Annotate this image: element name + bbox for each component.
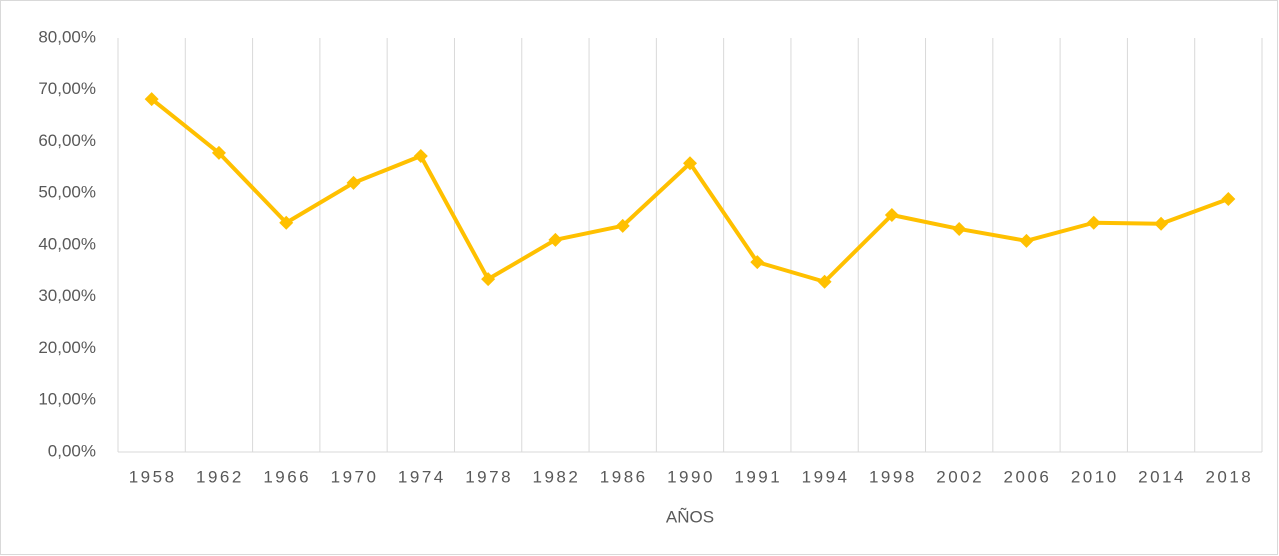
marker bbox=[346, 175, 361, 190]
marker bbox=[1019, 233, 1034, 248]
x-tick-label: 1970 bbox=[331, 467, 379, 486]
marker bbox=[683, 156, 697, 171]
marker bbox=[952, 221, 967, 236]
x-tick-label: 1966 bbox=[263, 467, 311, 486]
x-tick-label: 2014 bbox=[1138, 467, 1186, 486]
y-tick-label: 10,00% bbox=[38, 390, 96, 409]
marker bbox=[548, 232, 563, 247]
x-axis-label: AÑOS bbox=[666, 507, 714, 526]
x-tick-label: 1991 bbox=[734, 467, 782, 486]
y-tick-label: 50,00% bbox=[38, 183, 96, 202]
y-tick-label: 30,00% bbox=[38, 286, 96, 305]
x-tick-label: 2018 bbox=[1205, 467, 1253, 486]
marker bbox=[750, 255, 765, 270]
x-tick-label: 1958 bbox=[129, 467, 177, 486]
marker bbox=[1086, 215, 1101, 230]
marker bbox=[211, 145, 226, 160]
x-tick-label: 1994 bbox=[802, 467, 850, 486]
x-tick-label: 1962 bbox=[196, 467, 244, 486]
x-tick-label: 1974 bbox=[398, 467, 446, 486]
marker bbox=[144, 92, 159, 107]
marker bbox=[884, 207, 899, 222]
y-tick-label: 60,00% bbox=[38, 131, 96, 150]
x-tick-label: 1998 bbox=[869, 467, 917, 486]
marker bbox=[279, 215, 294, 230]
y-tick-label: 40,00% bbox=[38, 234, 96, 253]
marker bbox=[413, 148, 428, 163]
x-tick-label: 1982 bbox=[532, 467, 580, 486]
marker bbox=[817, 274, 832, 289]
marker bbox=[481, 272, 496, 287]
x-tick-label: 2010 bbox=[1071, 467, 1119, 486]
x-tick-label: 2006 bbox=[1004, 467, 1052, 486]
marker bbox=[1154, 216, 1169, 231]
marker bbox=[1221, 191, 1236, 206]
x-tick-label: 1986 bbox=[600, 467, 648, 486]
y-tick-label: 20,00% bbox=[38, 338, 96, 357]
y-tick-label: 80,00% bbox=[38, 27, 96, 46]
marker bbox=[615, 218, 630, 233]
x-tick-label: 1990 bbox=[667, 467, 715, 486]
x-tick-label: 2002 bbox=[936, 467, 984, 486]
x-tick-label: 1978 bbox=[465, 467, 513, 486]
y-tick-label: 70,00% bbox=[38, 79, 96, 98]
y-tick-label: 0,00% bbox=[48, 441, 96, 460]
